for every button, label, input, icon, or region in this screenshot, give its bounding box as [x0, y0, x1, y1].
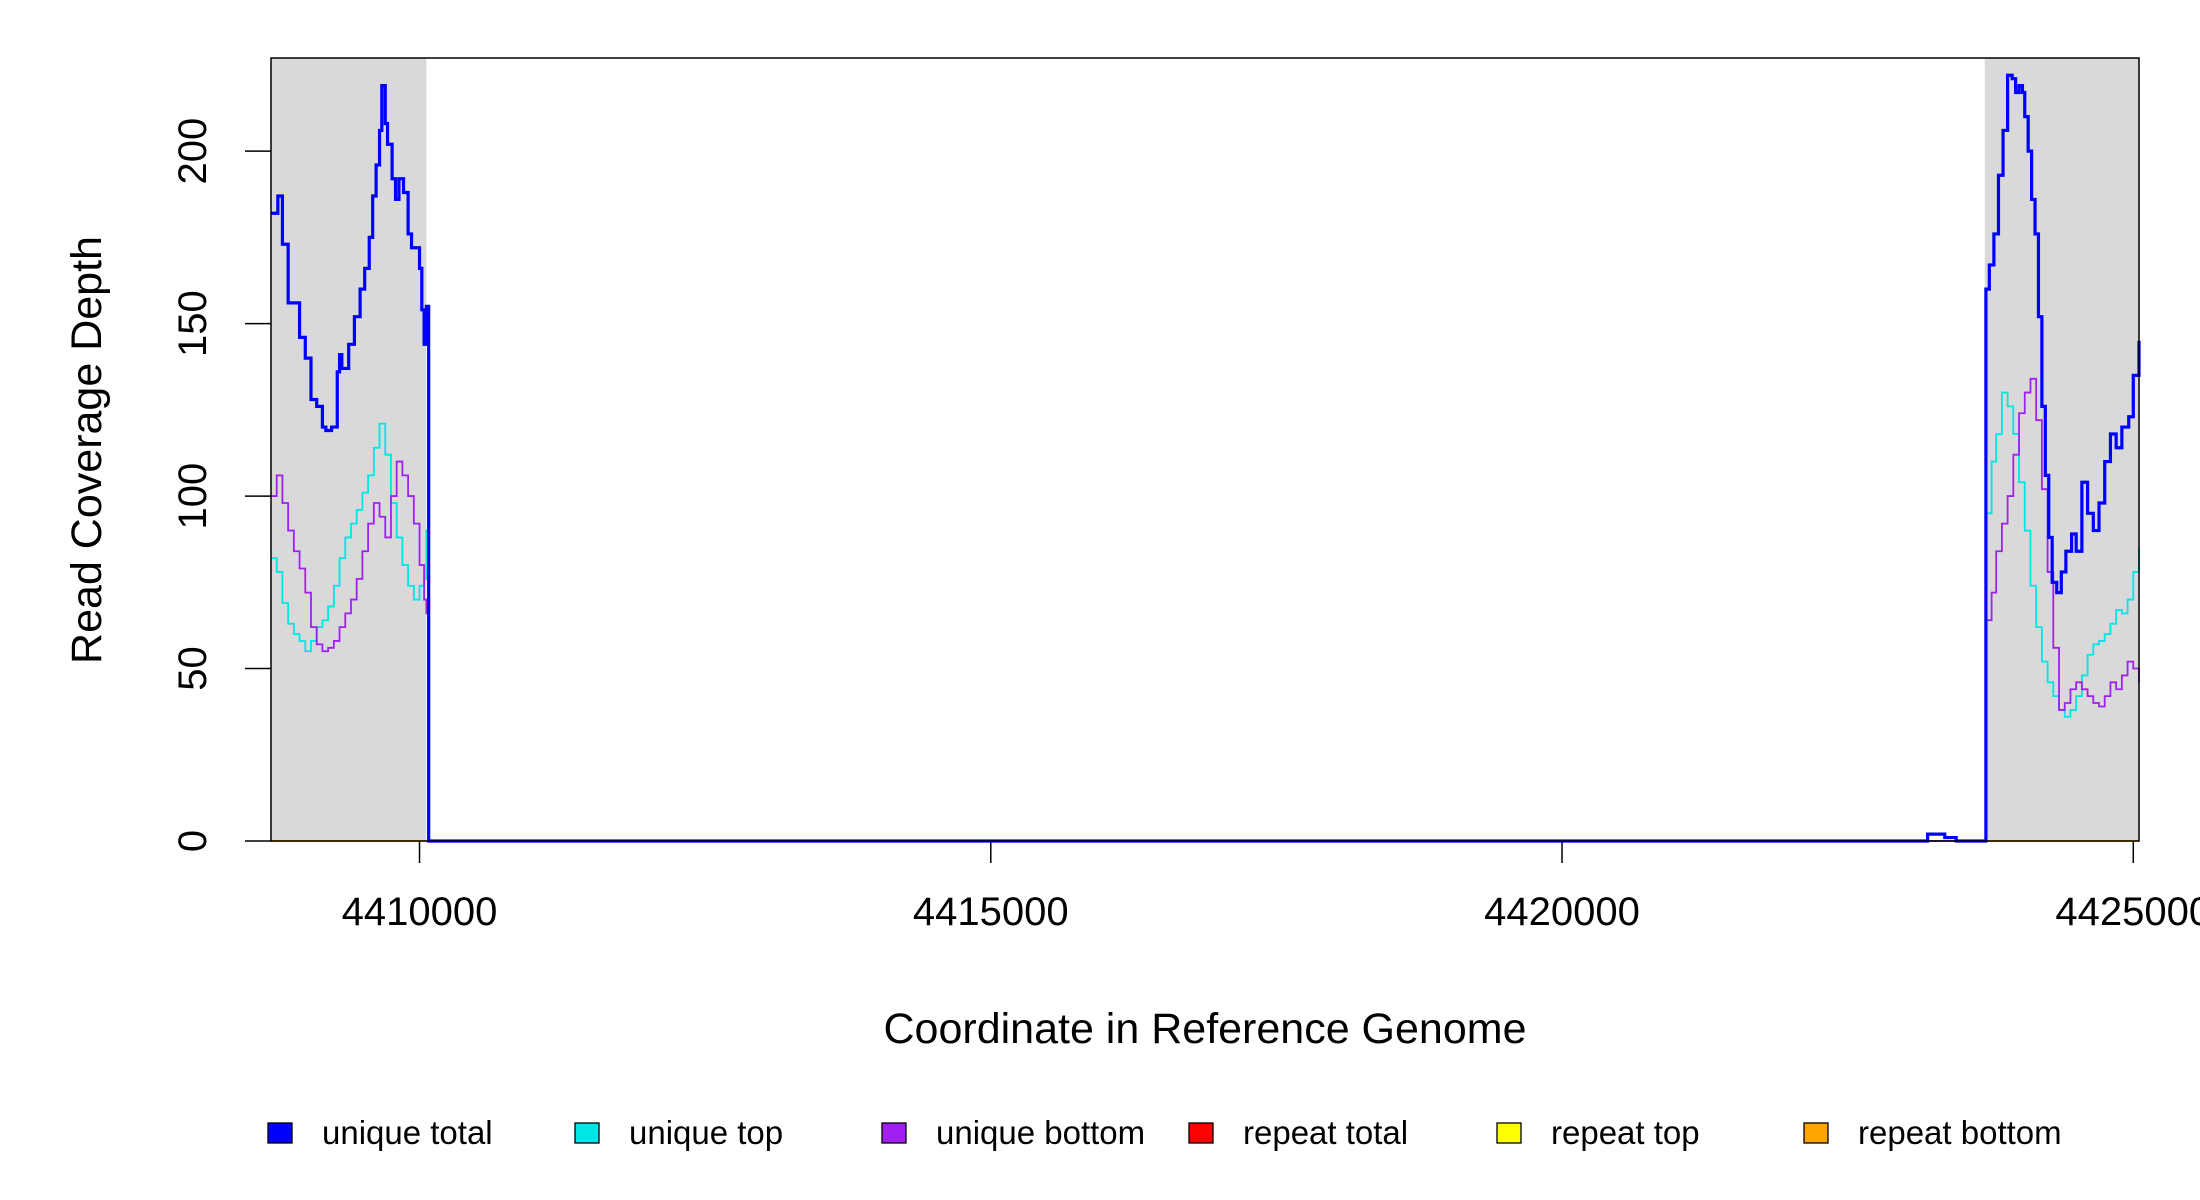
legend-swatch-repeat-total: [1188, 1122, 1214, 1144]
x-tick-label-0: 4410000: [342, 890, 498, 934]
legend-label-repeat-top: repeat top: [1551, 1114, 1700, 1151]
x-tick-label-1: 4415000: [913, 890, 1069, 934]
legend-label-unique-bottom: unique bottom: [936, 1114, 1145, 1151]
shaded-region-1: [1984, 58, 2139, 841]
x-tick-label-2: 4420000: [1484, 890, 1640, 934]
legend-label-unique-total: unique total: [322, 1114, 493, 1151]
legend-label-repeat-total: repeat total: [1243, 1114, 1408, 1151]
shaded-region-0: [271, 58, 427, 841]
legend-swatch-repeat-bottom: [1803, 1122, 1829, 1144]
y-tick-label-4: 200: [171, 118, 215, 185]
series-lines: [271, 73, 2141, 843]
x-axis: 4410000 4415000 4420000 4425000: [342, 841, 2200, 934]
legend-swatch-unique-top: [574, 1122, 600, 1144]
y-tick-label-3: 150: [171, 290, 215, 357]
series-unique-total: [271, 73, 2141, 843]
legend-swatch-unique-total: [267, 1122, 293, 1144]
legend: unique total unique top unique bottom repea…: [267, 1114, 2062, 1151]
y-axis-title: Read Coverage Depth: [63, 236, 111, 664]
y-tick-label-0: 0: [171, 830, 215, 852]
legend-label-unique-top: unique top: [629, 1114, 783, 1151]
series-unique-top: [271, 391, 2140, 842]
legend-label-repeat-bottom: repeat bottom: [1858, 1114, 2062, 1151]
plot-frame: [270, 57, 2140, 842]
x-tick-label-3: 4425000: [2055, 890, 2200, 934]
y-axis: 0 50 100 150 200: [171, 118, 271, 852]
y-tick-label-2: 100: [171, 463, 215, 530]
legend-swatch-repeat-top: [1496, 1122, 1522, 1144]
y-tick-label-1: 50: [171, 646, 215, 691]
shaded-regions: [271, 58, 2139, 841]
legend-swatch-unique-bottom: [881, 1122, 907, 1144]
series-unique-bottom: [271, 377, 2140, 842]
x-axis-title: Coordinate in Reference Genome: [884, 1005, 1527, 1053]
